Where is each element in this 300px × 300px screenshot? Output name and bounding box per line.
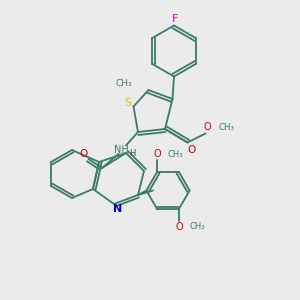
Text: O: O [176,222,183,232]
Text: F: F [172,14,179,24]
Text: NH: NH [114,145,129,155]
Text: CH₃: CH₃ [189,222,205,231]
Text: CH₃: CH₃ [116,79,132,88]
Text: O: O [204,122,212,133]
Text: S: S [124,98,132,109]
Text: N: N [113,204,122,214]
Text: O: O [187,145,195,155]
Text: O: O [79,149,87,160]
Text: CH₃: CH₃ [168,150,183,159]
Text: CH₃: CH₃ [218,123,234,132]
Text: H: H [129,149,135,158]
Text: O: O [154,149,162,159]
